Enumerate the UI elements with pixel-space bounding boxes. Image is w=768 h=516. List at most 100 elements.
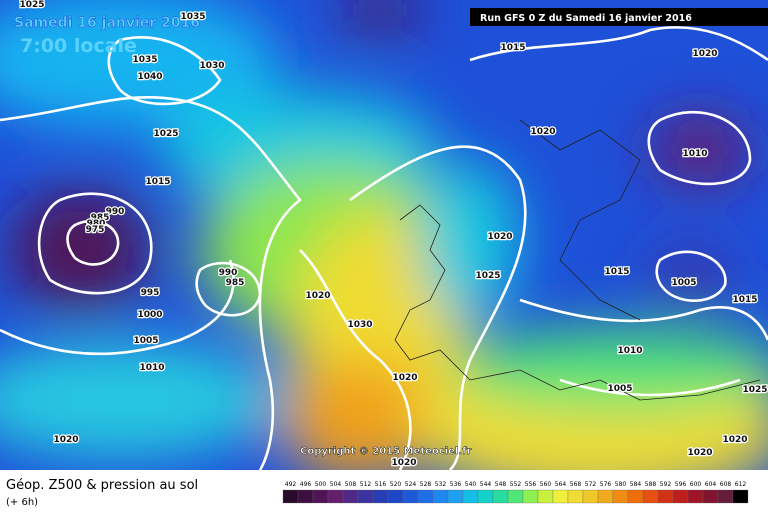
isobar-label: 980 [87,219,106,229]
legend-label: 588 [645,481,657,488]
legend-swatch [537,489,554,504]
legend-label: 596 [675,481,687,488]
legend-label: 560 [540,481,552,488]
legend-swatch [387,489,404,504]
legend-swatch [282,489,299,504]
isobar-label: 1020 [687,448,712,458]
legend-label: 612 [735,481,747,488]
legend-swatch [432,489,449,504]
legend-label: 496 [300,481,312,488]
legend-label: 528 [420,481,432,488]
isobar-label: 1020 [305,291,330,301]
legend-label: 552 [510,481,522,488]
legend-swatch [597,489,614,504]
legend-swatch [417,489,434,504]
isobar-label: 1020 [722,435,747,445]
run-box [470,8,768,26]
legend-swatch [612,489,629,504]
legend-label: 576 [600,481,612,488]
isobar-label: 1025 [742,385,767,395]
legend-swatch [522,489,539,504]
legend-swatch [402,489,419,504]
legend-label: 584 [630,481,642,488]
isobar-label: 1015 [145,177,170,187]
legend-label: 556 [525,481,537,488]
isobar-label: 975 [86,225,105,235]
isobar-label: 1030 [199,61,224,71]
legend-label: 568 [570,481,582,488]
isobar-label: 1020 [692,49,717,59]
legend-swatch [372,489,389,504]
legend-swatch [687,489,704,504]
legend-title: Géop. Z500 & pression au sol [6,478,198,493]
isobar-label: 1025 [475,271,500,281]
legend-label: 548 [495,481,507,488]
legend-swatch [327,489,344,504]
isobar-label: 1005 [133,336,158,346]
legend-label: 600 [690,481,702,488]
isobar-label: 1020 [53,435,78,445]
legend-label: 504 [330,481,342,488]
legend-swatch [732,489,749,504]
field [0,0,768,470]
legend-swatch [642,489,659,504]
isobar-label: 1025 [19,0,44,10]
legend-label: 520 [390,481,402,488]
legend-label: 592 [660,481,672,488]
legend-label: 516 [375,481,387,488]
legend-swatch [492,489,509,504]
isobar-label: 1035 [132,55,157,65]
legend-swatch [627,489,644,504]
isobar-label: 1015 [732,295,757,305]
legend-swatch [357,489,374,504]
legend-swatch [552,489,569,504]
legend-label: 572 [585,481,597,488]
legend-label: 540 [465,481,477,488]
legend-swatch [297,489,314,504]
isobar-label: 990 [106,207,125,217]
legend-swatch [672,489,689,504]
isobar-label: 995 [141,288,160,298]
copyright: Copyright © 2015 Meteociel.fr [300,446,471,457]
legend-label: 580 [615,481,627,488]
isobar-label: 1000 [137,310,162,320]
isobar-label: 1030 [347,320,372,330]
legend-swatch [657,489,674,504]
legend-swatch [582,489,599,504]
legend-swatch [507,489,524,504]
isobar-label: 1035 [180,12,205,22]
run-text: Run GFS 0 Z du Samedi 16 janvier 2016 [480,13,692,24]
isobar-label: 1020 [487,232,512,242]
legend-swatch [342,489,359,504]
legend-label: 508 [345,481,357,488]
isobar-label: 985 [226,278,245,288]
isobar-label: 1015 [500,43,525,53]
legend-label: 500 [315,481,327,488]
isobar-label: 1040 [137,72,162,82]
legend-label: 492 [285,481,297,488]
legend-label: 536 [450,481,462,488]
isobar-label: 1020 [391,458,416,468]
legend-label: 604 [705,481,717,488]
legend-label: 544 [480,481,492,488]
isobar-label: 985 [91,213,110,223]
legend-swatch [717,489,734,504]
isobar-label: 1010 [617,346,642,356]
isobar-label: 1010 [682,149,707,159]
legend-label: 608 [720,481,732,488]
isobar-label: 990 [219,268,238,278]
isobar-label: 1020 [392,373,417,383]
isobar-label: 1010 [139,363,164,373]
legend-swatch [567,489,584,504]
legend-swatch [312,489,329,504]
isobar-label: 1005 [671,278,696,288]
title: Samedi 16 janvier 2016 [14,15,200,31]
legend-swatch [462,489,479,504]
legend-label: 524 [405,481,417,488]
legend-swatch [447,489,464,504]
legend-label: 564 [555,481,567,488]
isobar-label: 1005 [607,384,632,394]
legend-step: (+ 6h) [6,497,38,508]
isobar-label: 1015 [604,267,629,277]
